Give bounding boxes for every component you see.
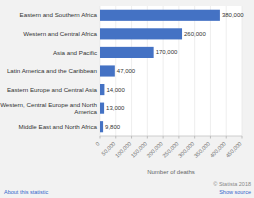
grid-line (226, 6, 227, 136)
tick-label: 100,000 (114, 140, 132, 158)
bars (100, 10, 220, 133)
tick-label: 0 (94, 140, 100, 146)
bar (100, 65, 115, 76)
data-label: 9,800 (105, 124, 121, 130)
category-label: Eastern and Southern Africa (20, 11, 98, 18)
tick-label: 150,000 (130, 140, 148, 158)
category-label: Asia and Pacific (53, 49, 97, 56)
tick-label: 200,000 (146, 140, 164, 158)
data-label: 13,000 (106, 105, 125, 111)
x-ticks: 050,000100,000150,000200,000250,000300,0… (94, 136, 242, 159)
category-label-line: Western and Central Africa (23, 30, 97, 37)
bar (100, 10, 220, 21)
data-label: 260,000 (184, 31, 206, 37)
tick-mark (163, 136, 164, 139)
chart: 050,000100,000150,000200,000250,000300,0… (0, 0, 254, 198)
background (0, 0, 254, 198)
grid-line (163, 6, 164, 136)
tick-label: 300,000 (177, 140, 195, 158)
category-label-line: Latin America and the Caribbean (7, 67, 98, 74)
tick-mark (100, 136, 101, 139)
tick-mark (242, 136, 243, 139)
footer-link: Show source (219, 189, 251, 195)
category-label-line: Asia and Pacific (53, 49, 97, 56)
data-label: 47,000 (117, 68, 136, 74)
category-label-line: Middle East and North Africa (19, 123, 98, 130)
tick-mark (210, 136, 211, 139)
tick-mark (178, 136, 179, 139)
category-label: Latin America and the Caribbean (7, 67, 98, 74)
grid (100, 6, 242, 136)
data-labels: 9,800 13,000 14,000 47,000 170,000 260,000 380… (105, 12, 244, 129)
category-label-line: America (74, 108, 97, 115)
bar (100, 103, 104, 114)
footer-link: About this statistic (4, 189, 49, 195)
grid-line (147, 6, 148, 136)
x-axis-line (100, 136, 242, 137)
category-label: Western and Central Africa (23, 30, 97, 37)
x-axis-label: Number of deaths (147, 169, 195, 175)
tick-label: 400,000 (209, 140, 227, 158)
category-label: Eastern Europe and Central Asia (7, 86, 98, 93)
tick-label: 450,000 (224, 140, 242, 158)
grid-line (194, 6, 195, 136)
footer-credit: © Statista 2018 (213, 181, 251, 187)
grid-line (178, 6, 179, 136)
category-label: Western, Central Europe and NorthAmerica (0, 101, 97, 115)
tick-mark (131, 136, 132, 139)
grid-line (242, 6, 243, 136)
category-label: Middle East and North Africa (19, 123, 98, 130)
bar (100, 84, 104, 95)
data-label: 170,000 (156, 49, 178, 55)
bar (100, 28, 182, 39)
plot-area (100, 6, 242, 136)
tick-mark (226, 136, 227, 139)
bar (100, 121, 103, 132)
grid-line (210, 6, 211, 136)
y-labels: Middle East and North Africa Western, Cen… (0, 11, 97, 129)
data-label: 380,000 (222, 12, 244, 18)
tick-label: 350,000 (193, 140, 211, 158)
tick-mark (115, 136, 116, 139)
tick-mark (194, 136, 195, 139)
category-label-line: Western, Central Europe and North (0, 101, 97, 108)
category-label-line: Eastern and Southern Africa (20, 11, 98, 18)
data-label: 14,000 (106, 87, 125, 93)
tick-mark (147, 136, 148, 139)
bar (100, 47, 154, 58)
category-label-line: Eastern Europe and Central Asia (7, 86, 98, 93)
tick-label: 250,000 (161, 140, 179, 158)
